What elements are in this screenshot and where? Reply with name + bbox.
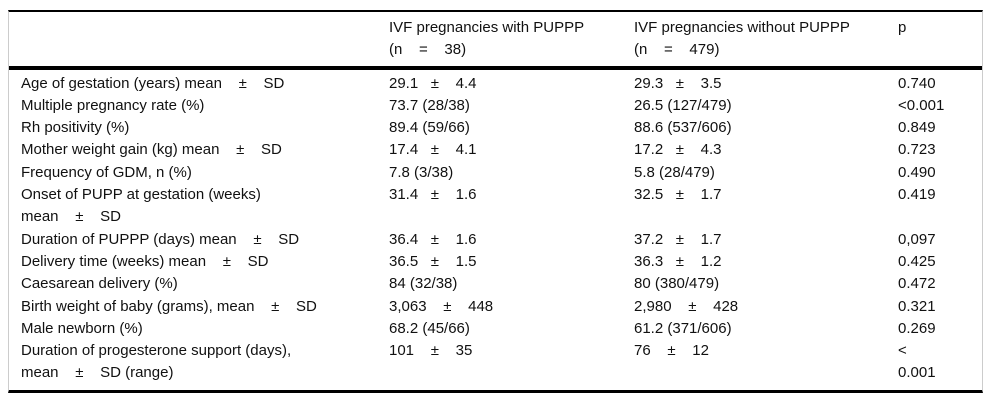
p-value-cell: 0.321 xyxy=(898,297,936,315)
value-with-puppp-cell: 101 ± 35 xyxy=(389,342,473,360)
table-row: Duration of progesterone support (days),… xyxy=(9,340,982,390)
value-without-puppp-cell: 5.8 (28/479) xyxy=(634,163,715,181)
value-with-puppp-cell: 36.5 ± 1.5 xyxy=(389,252,477,270)
row-label-cell: Male newborn (%) xyxy=(21,319,143,337)
value-with-puppp-cell: 17.4 ± 4.1 xyxy=(389,141,477,159)
value-with-puppp-cell: 36.4 ± 1.6 xyxy=(389,230,477,248)
p-value-cell: 0.723 xyxy=(898,141,936,159)
results-table-frame: IVF pregnancies with PUPPP (n = 38) IVF … xyxy=(8,10,983,393)
value-with-puppp-cell: 89.4 (59/66) xyxy=(389,119,470,137)
row-label-cell: Mother weight gain (kg) mean ± SD xyxy=(21,141,282,159)
p-value-cell: 0,097 xyxy=(898,230,936,248)
p-value-cell: 0.849 xyxy=(898,119,936,137)
table-row: Multiple pregnancy rate (%) 73.7 (28/38) 2… xyxy=(9,95,982,117)
value-without-puppp-cell: 29.3 ± 3.5 xyxy=(634,74,722,92)
value-with-puppp-cell: 29.1 ± 4.4 xyxy=(389,74,477,92)
value-without-puppp-cell: 88.6 (537/606) xyxy=(634,119,732,137)
value-without-puppp-cell: 32.5 ± 1.7 xyxy=(634,186,722,204)
row-label-cell: Duration of progesterone support (days),… xyxy=(21,342,292,382)
table-row: Mother weight gain (kg) mean ± SD 17.4 ± … xyxy=(9,139,982,161)
value-without-puppp-cell: 26.5 (127/479) xyxy=(634,96,732,114)
row-label-cell: Birth weight of baby (grams), mean ± SD xyxy=(21,297,317,315)
value-without-puppp-cell: 36.3 ± 1.2 xyxy=(634,252,722,270)
value-without-puppp-cell: 80 (380/479) xyxy=(634,275,720,293)
table-row: Age of gestation (years) mean ± SD 29.1 ±… xyxy=(9,68,982,95)
value-without-puppp-cell: 17.2 ± 4.3 xyxy=(634,141,722,159)
row-label-cell: Caesarean delivery (%) xyxy=(21,275,178,293)
results-table: IVF pregnancies with PUPPP (n = 38) IVF … xyxy=(9,12,982,390)
value-without-puppp-cell: 2,980 ± 428 xyxy=(634,297,739,315)
p-value-cell: 0.269 xyxy=(898,319,936,337)
table-header: IVF pregnancies with PUPPP (n = 38) IVF … xyxy=(9,12,982,70)
table-row: Birth weight of baby (grams), mean ± SD 3… xyxy=(9,296,982,318)
row-label-cell: Multiple pregnancy rate (%) xyxy=(21,96,205,114)
p-value-cell: < 0.001 xyxy=(898,342,936,382)
value-with-puppp-cell: 31.4 ± 1.6 xyxy=(389,186,477,204)
row-label-cell: Onset of PUPP at gestation (weeks) mean … xyxy=(21,186,261,226)
row-label-cell: Duration of PUPPP (days) mean ± SD xyxy=(21,230,300,248)
p-value-cell: 0.419 xyxy=(898,186,936,204)
value-with-puppp-cell: 68.2 (45/66) xyxy=(389,319,470,337)
header-row: IVF pregnancies with PUPPP (n = 38) IVF … xyxy=(9,12,982,70)
table-row: Rh positivity (%) 89.4 (59/66) 88.6 (537/6… xyxy=(9,117,982,139)
table-row: Frequency of GDM, n (%) 7.8 (3/38) 5.8 (28… xyxy=(9,162,982,184)
header-empty-cell xyxy=(9,12,389,70)
row-label-cell: Rh positivity (%) xyxy=(21,119,130,137)
p-value-cell: 0.425 xyxy=(898,252,936,270)
table-row: Male newborn (%) 68.2 (45/66) 61.2 (371/60… xyxy=(9,318,982,340)
row-label-cell: Delivery time (weeks) mean ± SD xyxy=(21,252,269,270)
table-row: Caesarean delivery (%) 84 (32/38) 80 (380/… xyxy=(9,273,982,295)
row-label-cell: Age of gestation (years) mean ± SD xyxy=(21,74,285,92)
p-value-cell: 0.740 xyxy=(898,74,936,92)
header-p-value: p xyxy=(898,12,982,70)
value-with-puppp-cell: 84 (32/38) xyxy=(389,275,458,293)
value-with-puppp-cell: 3,063 ± 448 xyxy=(389,297,494,315)
p-value-cell: <0.001 xyxy=(898,96,945,114)
table-row: Duration of PUPPP (days) mean ± SD 36.4 ±… xyxy=(9,229,982,251)
table-row: Delivery time (weeks) mean ± SD 36.5 ± 1.… xyxy=(9,251,982,273)
header-without-puppp: IVF pregnancies without PUPPP (n = 479) xyxy=(634,12,898,70)
row-label-cell: Frequency of GDM, n (%) xyxy=(21,163,192,181)
value-without-puppp-cell: 37.2 ± 1.7 xyxy=(634,230,722,248)
header-with-puppp: IVF pregnancies with PUPPP (n = 38) xyxy=(389,12,634,70)
table-row: Onset of PUPP at gestation (weeks) mean … xyxy=(9,184,982,229)
p-value-cell: 0.472 xyxy=(898,275,936,293)
table-body: Age of gestation (years) mean ± SD 29.1 ±… xyxy=(9,68,982,390)
value-without-puppp-cell: 76 ± 12 xyxy=(634,342,709,360)
value-with-puppp-cell: 73.7 (28/38) xyxy=(389,96,470,114)
value-without-puppp-cell: 61.2 (371/606) xyxy=(634,319,732,337)
value-with-puppp-cell: 7.8 (3/38) xyxy=(389,163,454,181)
p-value-cell: 0.490 xyxy=(898,163,936,181)
